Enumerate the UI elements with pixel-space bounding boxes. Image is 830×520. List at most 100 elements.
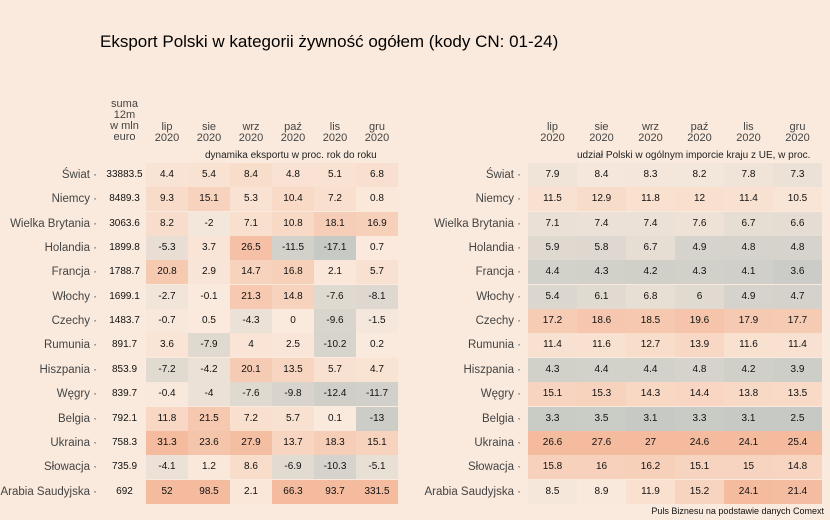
row-label: Ukraina · <box>50 436 97 449</box>
heatmap-cell: 4.8 <box>773 236 822 261</box>
column-header-line: 2020 <box>785 132 810 144</box>
row-label: Węgry · <box>56 388 97 401</box>
heatmap-cell: 15.1 <box>675 455 724 480</box>
heatmap-cell: 7.6 <box>675 211 724 236</box>
heatmap-cell: -2 <box>188 211 230 236</box>
heatmap-cell: 13.9 <box>675 333 724 358</box>
heatmap-cell: 4.3 <box>528 357 577 382</box>
heatmap-cell: 14.8 <box>272 284 314 309</box>
column-header: lip 2020 <box>146 122 188 144</box>
heatmap-cell: 17.7 <box>773 309 822 334</box>
row-label: Słowacja · <box>43 461 97 474</box>
heatmap-cell: 4.7 <box>356 357 398 382</box>
column-header: wrz 2020 <box>626 122 675 144</box>
heatmap-cell: 5.4 <box>188 163 230 187</box>
column-header-line: 2020 <box>280 132 306 144</box>
heatmap-cell: 331.5 <box>356 479 398 504</box>
heatmap-cell: 31.3 <box>146 430 188 455</box>
total-value: 792.1 <box>111 412 138 424</box>
heatmap-cell: -4 <box>188 382 230 407</box>
heatmap-cell: 18.3 <box>314 430 356 455</box>
heatmap-cell: 15.8 <box>528 455 577 480</box>
heatmap-cell: 21.3 <box>230 284 272 309</box>
heatmap-cell: 13.8 <box>724 382 773 407</box>
row-label: Rumunia · <box>43 339 97 352</box>
column-header-line: wrz <box>641 121 660 133</box>
heatmap-cell: 7.1 <box>230 211 272 236</box>
column-header: paź 2020 <box>272 122 314 144</box>
heatmap-cell: 25.4 <box>773 430 822 455</box>
heatmap-cell: -7.6 <box>230 382 272 407</box>
heatmap-cell: -6.9 <box>272 455 314 480</box>
heatmap-cell: 4.8 <box>724 236 773 261</box>
row-label: Belgia · <box>482 412 521 425</box>
heatmap-cell: 8.4 <box>577 163 626 187</box>
total-header-line: w mln <box>110 120 139 132</box>
heatmap-cell: 27.9 <box>230 430 272 455</box>
heatmap-cell: -9.6 <box>314 309 356 334</box>
heatmap-cell: 4.4 <box>626 357 675 382</box>
heatmap-cell: 10.5 <box>773 187 822 212</box>
column-header-line: lip <box>161 121 173 133</box>
row-label: Rumunia · <box>467 339 521 352</box>
heatmap-cell: 6.6 <box>773 211 822 236</box>
heatmap-cell: 27.6 <box>577 430 626 455</box>
heatmap-cell: 8.2 <box>675 163 724 187</box>
heatmap-cell: 24.1 <box>724 479 773 504</box>
row-label: Niemcy · <box>475 193 521 206</box>
heatmap-cell: 8.6 <box>230 455 272 480</box>
heatmap-cell: 4.2 <box>724 357 773 382</box>
heatmap-cell: 11.4 <box>724 187 773 212</box>
heatmap-cell: 7.4 <box>577 211 626 236</box>
heatmap-cell: 15.2 <box>675 479 724 504</box>
heatmap-cell: 18.6 <box>577 309 626 334</box>
total-header-line: euro <box>113 131 136 143</box>
heatmap-cell: -0.7 <box>146 309 188 334</box>
heatmap-cell: 16.8 <box>272 260 314 285</box>
heatmap-cell: 5.9 <box>528 236 577 261</box>
heatmap-cell: 0 <box>272 309 314 334</box>
heatmap-cell: -4.1 <box>146 455 188 480</box>
column-header-line: 2020 <box>196 132 222 144</box>
heatmap-cell: 5.7 <box>314 357 356 382</box>
heatmap-cell: 16.2 <box>626 455 675 480</box>
heatmap-cell: 12.9 <box>577 187 626 212</box>
column-header-line: 2020 <box>638 132 663 144</box>
column-header-line: wrz <box>242 121 260 133</box>
row-label: Arabia Saudyjska · <box>424 485 521 498</box>
heatmap-cell: 4.8 <box>675 357 724 382</box>
heatmap-cell: -5.3 <box>146 236 188 261</box>
heatmap-cell: 14.7 <box>230 260 272 285</box>
heatmap-cell: 66.3 <box>272 479 314 504</box>
heatmap-cell: 6.1 <box>577 284 626 309</box>
heatmap-cell: 3.1 <box>724 406 773 431</box>
heatmap-cell: 4.9 <box>724 284 773 309</box>
column-header: sie 2020 <box>188 122 230 144</box>
row-label: Holandia · <box>468 242 521 255</box>
total-value: 33883.5 <box>106 169 143 180</box>
heatmap-cell: 1.2 <box>188 455 230 480</box>
heatmap-cell: 9.3 <box>146 187 188 212</box>
total-value: 758.3 <box>111 436 138 448</box>
heatmap-cell: 13.5 <box>773 382 822 407</box>
heatmap-cell: 4.9 <box>675 236 724 261</box>
total-value: 735.9 <box>111 461 138 473</box>
column-header-line: lis <box>743 121 754 133</box>
heatmap-cell: 3.5 <box>577 406 626 431</box>
heatmap-cell: 16.9 <box>356 211 398 236</box>
row-label: Arabia Saudyjska · <box>0 485 97 498</box>
heatmap-cell: 3.3 <box>675 406 724 431</box>
heatmap-cell: -7.2 <box>146 357 188 382</box>
heatmap-cell: 4.4 <box>528 260 577 285</box>
heatmap-cell: 6.7 <box>626 236 675 261</box>
total-value: 1788.7 <box>109 266 140 278</box>
heatmap-cell: 20.1 <box>230 357 272 382</box>
heatmap-cell: 19.6 <box>675 309 724 334</box>
column-header-line: 2020 <box>589 132 614 144</box>
heatmap-cell: 5.7 <box>356 260 398 285</box>
heatmap-cell: 8.9 <box>577 479 626 504</box>
heatmap-cell: 24.6 <box>675 430 724 455</box>
heatmap-cell: 27 <box>626 430 675 455</box>
heatmap-cell: 14.3 <box>626 382 675 407</box>
heatmap-cell: 0.2 <box>356 333 398 358</box>
